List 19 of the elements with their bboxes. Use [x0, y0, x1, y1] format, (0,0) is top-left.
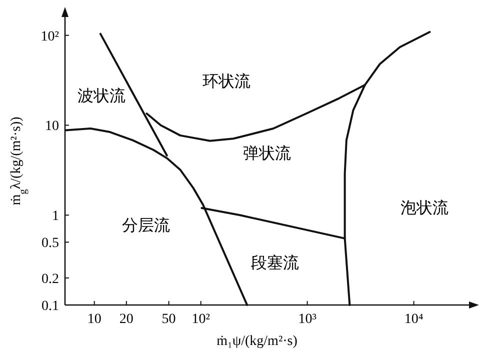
- y-tick-label: 0.5: [42, 236, 59, 252]
- annotation: 段塞流: [251, 252, 300, 272]
- y-tick-label: 0.1: [42, 299, 59, 314]
- y-tick-label: 10: [45, 119, 59, 134]
- annotation: 泡状流: [400, 198, 449, 218]
- annotation: 弹状流: [243, 143, 291, 162]
- x-tick-label: 20: [119, 312, 134, 327]
- x-tick-label: 10²: [192, 312, 210, 327]
- annotation: 环状流: [202, 71, 251, 90]
- x-axis-title: ṁ₁ψ/(kg/m²·s): [216, 334, 298, 349]
- y-tick-label: 1: [52, 209, 59, 224]
- y-tick-label: 10²: [40, 29, 59, 44]
- annotation: 波状流: [77, 86, 126, 105]
- y-tick-label: 0.2: [42, 272, 59, 287]
- x-tick-label: 10³: [298, 312, 316, 327]
- x-tick-label: 10⁴: [404, 312, 424, 327]
- x-tick-label: 50: [162, 312, 176, 327]
- x-tick-label: 10: [87, 312, 102, 327]
- annotation: 分层流: [122, 215, 170, 234]
